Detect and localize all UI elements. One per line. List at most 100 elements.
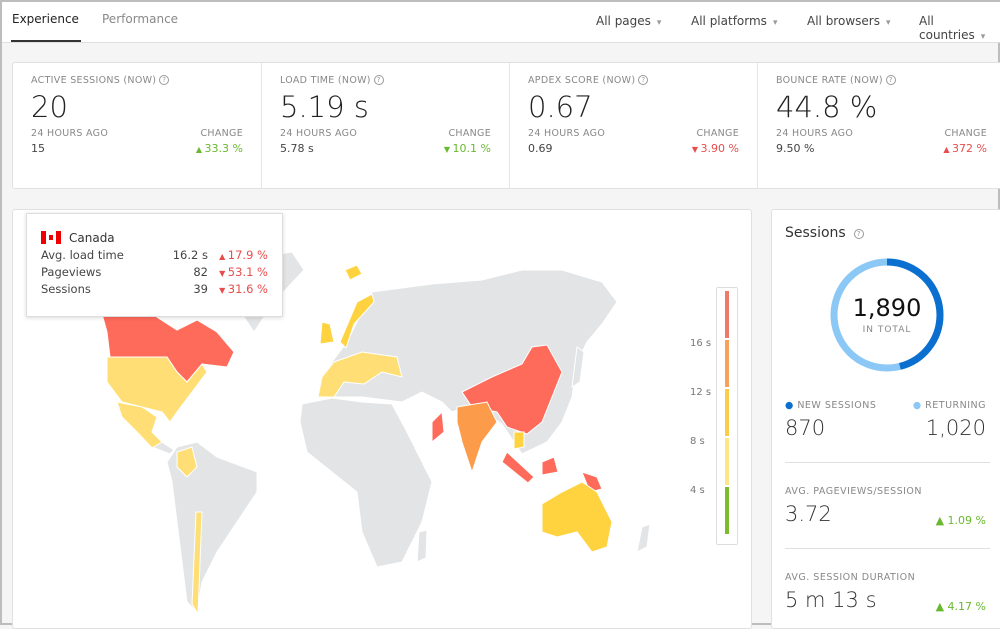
- tooltip-change: ▼ 53.1 %: [208, 265, 268, 279]
- color-scale-legend: [716, 287, 738, 545]
- kpi-value: 0.67: [528, 90, 593, 124]
- returning-label: ● RETURNING: [913, 400, 986, 411]
- ago-value: 0.69: [528, 142, 553, 155]
- legend-segment: [725, 487, 729, 534]
- change-value: ▲ 372 %: [943, 142, 987, 155]
- map-card: [12, 209, 752, 629]
- country-japan[interactable]: [571, 346, 585, 388]
- filter-label: All platforms: [691, 14, 767, 28]
- tooltip-change-value: 53.1 %: [227, 265, 268, 279]
- divider: [785, 462, 990, 463]
- country-china[interactable]: [461, 344, 563, 435]
- world-map[interactable]: [12, 209, 752, 629]
- legend-tick: 4 s: [690, 485, 705, 496]
- kpi-card: ACTIVE SESSIONS (NOW)? 20 24 HOURS AGO CH…: [12, 62, 1000, 189]
- help-icon[interactable]: ?: [638, 75, 649, 85]
- change-label: CHANGE: [696, 128, 739, 139]
- tooltip-row: Sessions 39 ▼ 31.6 %: [41, 282, 268, 296]
- legend-tick: 8 s: [690, 436, 705, 447]
- country-colombia[interactable]: [176, 446, 198, 478]
- kpi-value: 20: [31, 90, 68, 124]
- tooltip-value: 39: [193, 282, 208, 296]
- help-icon[interactable]: ?: [159, 75, 170, 85]
- tooltip-value: 82: [193, 265, 208, 279]
- country-south-america[interactable]: [166, 441, 258, 614]
- tooltip-change-value: 17.9 %: [227, 248, 268, 262]
- country-thailand[interactable]: [513, 431, 525, 450]
- help-icon[interactable]: ?: [885, 75, 896, 85]
- tooltip-row: Pageviews 82 ▼ 53.1 %: [41, 265, 268, 279]
- country-india[interactable]: [456, 401, 498, 474]
- filter-pages[interactable]: All pages ▾: [596, 14, 661, 28]
- duration-change: ▲ 4.17 %: [936, 600, 986, 613]
- change-text: 10.1 %: [452, 142, 491, 155]
- chevron-down-icon: ▾: [885, 18, 891, 28]
- filter-platforms[interactable]: All platforms ▾: [691, 14, 777, 28]
- help-icon[interactable]: ?: [373, 75, 384, 85]
- tooltip-change: ▼ 31.6 %: [208, 282, 268, 296]
- kpi-2: APDEX SCORE (NOW)? 0.67 24 HOURS AGO CHAN…: [509, 63, 757, 188]
- down-arrow-icon: ▼: [691, 145, 701, 154]
- country-madagascar[interactable]: [416, 529, 428, 563]
- divider: [785, 548, 990, 549]
- new-sessions-value: 870: [785, 416, 826, 440]
- country-oman[interactable]: [431, 410, 445, 444]
- tab-performance[interactable]: Performance: [102, 12, 179, 26]
- change-value: ▲ 33.3 %: [196, 142, 243, 155]
- kpi-3: BOUNCE RATE (NOW)? 44.8 % 24 HOURS AGO CH…: [757, 63, 1000, 188]
- legend-segment: [725, 340, 729, 387]
- tooltip-country: Canada: [69, 231, 115, 245]
- new-label-text: NEW SESSIONS: [797, 400, 877, 411]
- tooltip-change: ▲ 17.9 %: [208, 248, 268, 262]
- pageviews-change: ▲ 1.09 %: [936, 514, 986, 527]
- returning-dot-icon: ●: [912, 400, 926, 411]
- chevron-down-icon: ▾: [656, 18, 662, 28]
- filter-browsers[interactable]: All browsers ▾: [807, 14, 891, 28]
- duration-value: 5 m 13 s: [785, 588, 877, 612]
- legend-tick: 16 s: [690, 338, 712, 349]
- country-europe[interactable]: [317, 351, 403, 398]
- country-sumatra[interactable]: [501, 451, 535, 484]
- ago-value: 5.78 s: [280, 142, 314, 155]
- change-label: CHANGE: [944, 128, 987, 139]
- help-icon[interactable]: ?: [853, 229, 864, 239]
- country-new-zealand[interactable]: [636, 523, 651, 553]
- country-borneo[interactable]: [541, 456, 559, 476]
- tooltip-value: 16.2 s: [172, 248, 208, 262]
- country-africa[interactable]: [299, 397, 433, 568]
- change-text: 372 %: [952, 142, 987, 155]
- change-label: CHANGE: [200, 128, 243, 139]
- kpi-label-text: LOAD TIME (NOW): [280, 75, 371, 86]
- tooltip-label: Pageviews: [41, 265, 102, 279]
- up-arrow-icon: ▲: [219, 252, 228, 261]
- country-uk[interactable]: [319, 321, 335, 345]
- sessions-title: Sessions?: [785, 225, 864, 241]
- kpi-label-text: BOUNCE RATE (NOW): [776, 75, 883, 86]
- ago-label: 24 HOURS AGO: [776, 128, 854, 139]
- tab-experience[interactable]: Experience: [11, 12, 81, 42]
- new-sessions-label: ● NEW SESSIONS: [785, 400, 876, 411]
- kpi-label: APDEX SCORE (NOW)?: [528, 75, 739, 86]
- kpi-label: BOUNCE RATE (NOW)?: [776, 75, 987, 86]
- filter-countries[interactable]: All countries ▾: [919, 14, 1000, 42]
- pageviews-change-value: 1.09 %: [947, 514, 986, 527]
- tooltip-change-value: 31.6 %: [227, 282, 268, 296]
- country-mexico[interactable]: [116, 401, 163, 449]
- filter-label: All countries: [919, 14, 975, 42]
- country-australia[interactable]: [541, 481, 613, 553]
- change-value: ▼ 3.90 %: [692, 142, 739, 155]
- returning-value: 1,020: [925, 416, 986, 440]
- down-arrow-icon: ▼: [219, 269, 228, 278]
- country-chile[interactable]: [191, 511, 203, 616]
- sessions-card: [771, 209, 1000, 629]
- pageviews-label: AVG. PAGEVIEWS/SESSION: [785, 486, 923, 497]
- country-norway[interactable]: [339, 293, 375, 349]
- up-arrow-icon: ▲: [935, 600, 948, 613]
- country-usa[interactable]: [106, 356, 208, 423]
- up-arrow-icon: ▲: [943, 145, 953, 154]
- country-iceland[interactable]: [344, 264, 363, 281]
- kpi-label: ACTIVE SESSIONS (NOW)?: [31, 75, 243, 86]
- legend-segment: [725, 438, 729, 485]
- kpi-value: 44.8 %: [776, 90, 878, 124]
- canada-flag-icon: [41, 231, 61, 244]
